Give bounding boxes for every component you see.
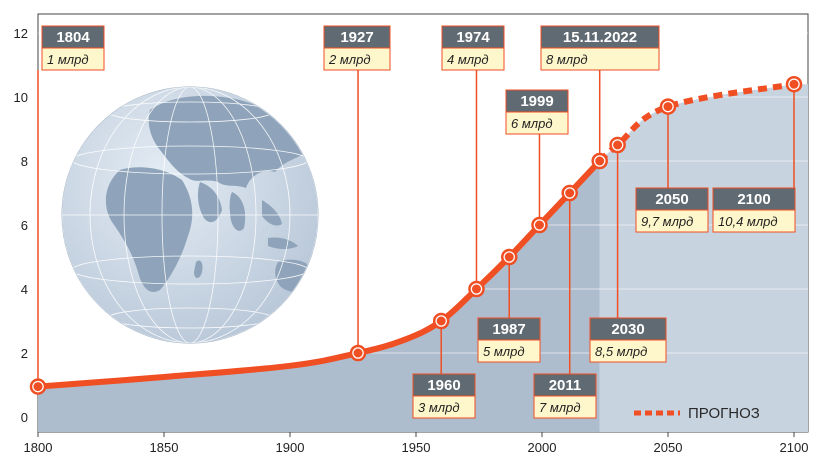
x-axis: 1800 1850 1900 1950 2000 2050 2100: [24, 432, 809, 455]
x-tick-label: 1800: [24, 440, 53, 455]
y-tick-label: 4: [21, 282, 28, 297]
label-value-box: [589, 339, 667, 363]
y-tick-label: 12: [14, 26, 28, 41]
label-value-box: [323, 47, 391, 71]
annotation-label: 1927 2 млрд: [323, 25, 391, 71]
data-point: [436, 316, 446, 326]
y-tick-label: 2: [21, 346, 28, 361]
historical-area: [38, 161, 600, 432]
label-value: 6 млрд: [511, 116, 553, 131]
label-date: 1804: [56, 29, 90, 46]
data-point: [33, 382, 43, 392]
data-point: [565, 188, 575, 198]
label-date: 15.11.2022: [563, 29, 637, 46]
data-point: [789, 79, 799, 89]
label-value-box: [540, 47, 660, 71]
label-value-box: [505, 111, 569, 135]
label-value: 5 млрд: [483, 344, 525, 359]
data-point: [504, 252, 514, 262]
x-tick-label: 2000: [528, 440, 557, 455]
annotation-label: 1987 5 млрд: [477, 317, 541, 363]
label-date: 1987: [492, 321, 525, 338]
data-point: [534, 220, 544, 230]
label-value: 8,5 млрд: [595, 344, 647, 359]
label-value-box: [533, 395, 597, 419]
label-value-box: [441, 47, 505, 71]
annotation-label: 1974 4 млрд: [441, 25, 505, 71]
x-tick-label: 1900: [276, 440, 305, 455]
label-value-box: [412, 395, 476, 419]
label-date: 1927: [340, 29, 373, 46]
annotation-label: 2030 8,5 млрд: [589, 317, 667, 363]
y-tick-label: 8: [21, 154, 28, 169]
forecast-line: [597, 81, 795, 164]
label-value: 4 млрд: [447, 52, 489, 67]
annotation-label: 1960 3 млрд: [412, 373, 476, 419]
label-date: 1999: [520, 93, 553, 110]
x-tick-label: 1950: [402, 440, 431, 455]
forecast-area: [599, 84, 808, 432]
y-axis: 0 2 4 6 8 10 12: [14, 26, 28, 425]
label-value: 10,4 млрд: [718, 214, 778, 229]
label-value: 2 млрд: [328, 52, 371, 67]
y-tick-label: 0: [21, 410, 28, 425]
annotation-label: 1999 6 млрд: [505, 89, 569, 135]
data-point: [595, 156, 605, 166]
annotation-label: 2100 10,4 млрд: [712, 187, 796, 233]
label-value-box: [41, 47, 105, 71]
label-date: 2011: [549, 377, 582, 394]
label-date: 1960: [427, 377, 460, 394]
y-tick-label: 10: [14, 90, 28, 105]
label-value-box: [712, 209, 796, 233]
y-tick-label: 6: [21, 218, 28, 233]
annotation-label: 2050 9,7 млрд: [635, 187, 709, 233]
x-tick-label: 2050: [654, 440, 683, 455]
annotation-label: 2011 7 млрд: [533, 373, 597, 419]
data-point: [471, 284, 481, 294]
data-point: [663, 102, 673, 112]
x-tick-label: 2100: [780, 440, 809, 455]
label-date: 2050: [655, 191, 688, 208]
label-value-box: [635, 209, 709, 233]
label-value: 3 млрд: [418, 400, 460, 415]
annotation-label: 15.11.2022 8 млрд: [540, 25, 660, 71]
annotation-label: 1804 1 млрд: [41, 25, 105, 71]
label-value-box: [477, 339, 541, 363]
label-value: 9,7 млрд: [641, 214, 693, 229]
label-value: 7 млрд: [539, 400, 581, 415]
label-date: 2100: [737, 191, 770, 208]
globe-icon: [61, 86, 319, 344]
label-value: 1 млрд: [47, 52, 89, 67]
label-date: 2030: [611, 321, 644, 338]
annotation-labels: 1804 1 млрд 1927 2 млрд 1960 3 млрд 1974 4 млрд…: [41, 25, 796, 419]
legend-label: ПРОГНОЗ: [688, 405, 760, 422]
label-value: 8 млрд: [546, 52, 588, 67]
label-date: 1974: [456, 29, 490, 46]
annotation-leaders: [37, 70, 795, 387]
x-tick-label: 1850: [150, 440, 179, 455]
legend: ПРОГНОЗ: [634, 405, 760, 422]
data-points: [29, 75, 803, 395]
data-point: [353, 348, 363, 358]
data-point: [613, 140, 623, 150]
